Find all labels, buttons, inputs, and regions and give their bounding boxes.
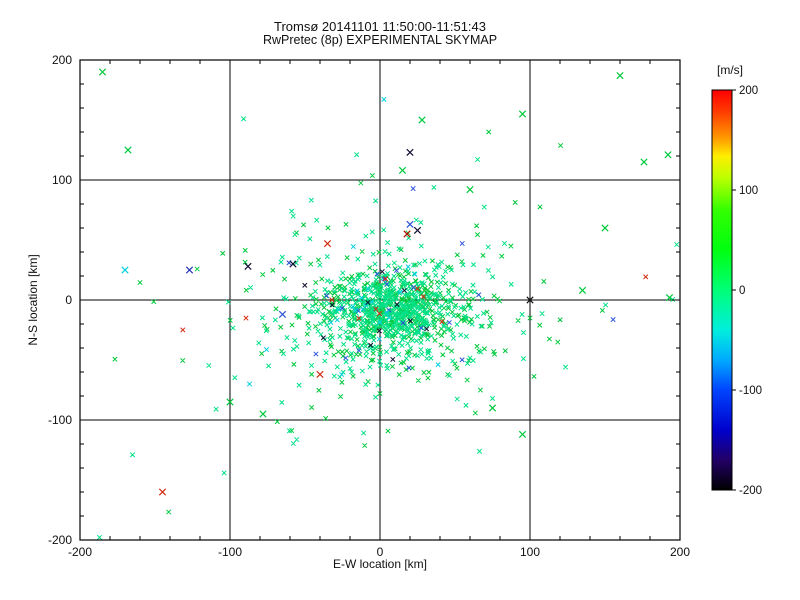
plot-title: Tromsø 20141101 11:50:00-11:51:43 xyxy=(274,19,486,34)
scatter-outlier-point xyxy=(406,220,414,229)
x-tick-label: 100 xyxy=(520,545,540,559)
scatter-outlier-point xyxy=(323,239,332,248)
scatter-point-group xyxy=(246,96,441,387)
scatter-outlier-point xyxy=(289,260,297,268)
colorbar-tick-label: -200 xyxy=(739,485,762,497)
scatter-outlier-point xyxy=(616,71,624,80)
scatter-outlier-point xyxy=(640,158,648,166)
scatter-outlier-point xyxy=(278,310,287,319)
scatter-outlier-point xyxy=(665,293,674,302)
colorbar: 200 100 0 -100 -200 xyxy=(711,85,762,497)
y-tick-label: 100 xyxy=(52,173,72,187)
colorbar-bar xyxy=(711,89,733,491)
scatter-outlier-point xyxy=(664,151,672,159)
scatter-outlier-point xyxy=(124,146,132,154)
scatter-outlier-point xyxy=(466,185,474,194)
axis-tick-labels: -200 -100 0 100 200 -200 -100 0 100 200 xyxy=(48,53,690,559)
colorbar-tick-label: 100 xyxy=(739,185,758,197)
scatter-outlier-point xyxy=(398,166,407,175)
x-tick-label: 0 xyxy=(377,545,384,559)
x-tick-label: 200 xyxy=(670,545,690,559)
x-tick-label: -100 xyxy=(218,545,242,559)
scatter-outlier-point xyxy=(98,68,107,76)
plot-subtitle: RwPretec (8p) EXPERIMENTAL SKYMAP xyxy=(263,33,497,47)
colorbar-tick-label: -100 xyxy=(739,385,762,397)
scatter-outlier-point xyxy=(185,266,194,274)
scatter-outlier-point xyxy=(488,404,497,412)
scatter-outlier-point xyxy=(418,116,426,124)
x-tick-label: -200 xyxy=(68,545,92,559)
y-tick-label: -200 xyxy=(48,533,72,547)
scatter-outlier-point xyxy=(518,110,527,118)
scatter-outlier-point xyxy=(316,370,324,379)
scatter-outlier-point xyxy=(413,226,422,235)
scatter-outlier-point xyxy=(158,488,167,496)
colorbar-tick-label: 0 xyxy=(739,285,745,297)
scatter-outlier-point xyxy=(244,262,252,271)
scatter-outlier-point xyxy=(601,224,609,232)
y-tick-label: 0 xyxy=(65,293,72,307)
y-axis-label: N-S location [km] xyxy=(26,254,40,345)
x-axis-label: E-W location [km] xyxy=(333,557,427,571)
scatter-outlier-point xyxy=(259,410,267,418)
scatter-outlier-point xyxy=(226,398,234,406)
y-tick-label: 200 xyxy=(52,53,72,67)
scatter-outlier-point xyxy=(121,266,129,274)
scatter-points xyxy=(96,68,680,540)
colorbar-tick-label: 200 xyxy=(739,85,758,97)
scatter-outlier-point xyxy=(406,148,414,157)
scatter-point-group xyxy=(286,186,616,371)
y-tick-label: -100 xyxy=(48,413,72,427)
scatter-point-group xyxy=(180,274,649,333)
scatter-outlier-point xyxy=(518,430,527,439)
scatter-outlier-point xyxy=(578,286,587,295)
scatter-outlier-point xyxy=(526,296,534,304)
colorbar-unit-label: [m/s] xyxy=(717,63,743,77)
axis-ticks xyxy=(79,59,681,541)
scatter-outlier-point xyxy=(403,230,411,238)
scatter-point-group xyxy=(302,269,430,362)
